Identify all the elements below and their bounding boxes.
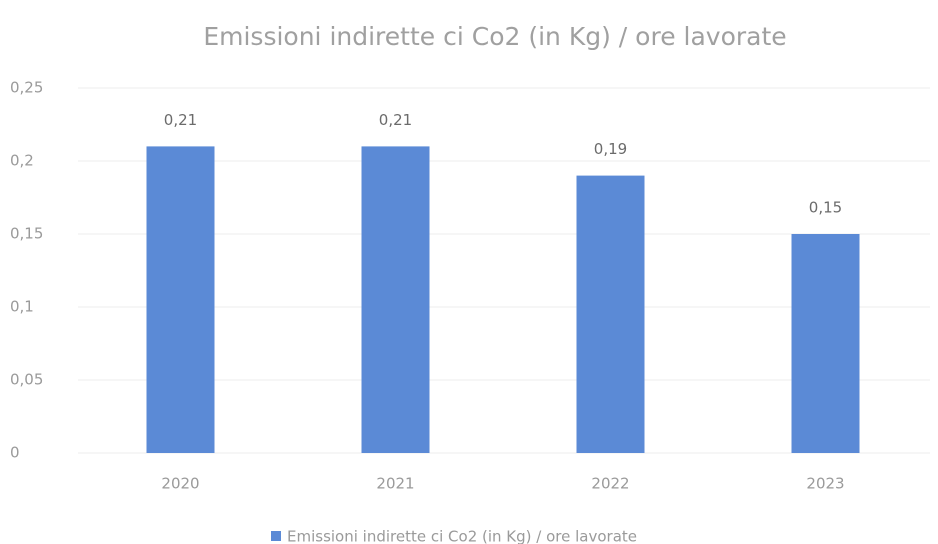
y-tick-label: 0,05	[10, 371, 43, 389]
x-tick-label: 2022	[591, 475, 629, 493]
bar	[146, 146, 215, 453]
data-label: 0,15	[809, 199, 842, 217]
y-tick-label: 0,15	[10, 225, 43, 243]
bar	[791, 234, 860, 453]
bar	[576, 175, 645, 453]
chart-title: Emissioni indirette ci Co2 (in Kg) / ore…	[203, 22, 786, 51]
x-tick-label: 2023	[806, 475, 844, 493]
data-label: 0,21	[379, 111, 412, 129]
x-tick-label: 2020	[161, 475, 199, 493]
bar	[361, 146, 430, 453]
legend-swatch	[271, 531, 281, 541]
y-tick-label: 0,25	[10, 79, 43, 97]
y-tick-label: 0,2	[10, 152, 34, 170]
y-tick-label: 0,1	[10, 298, 34, 316]
legend-label: Emissioni indirette ci Co2 (in Kg) / ore…	[287, 528, 637, 544]
x-tick-label: 2021	[376, 475, 414, 493]
data-label: 0,21	[164, 111, 197, 129]
data-label: 0,19	[594, 140, 627, 158]
y-tick-label: 0	[10, 444, 20, 462]
